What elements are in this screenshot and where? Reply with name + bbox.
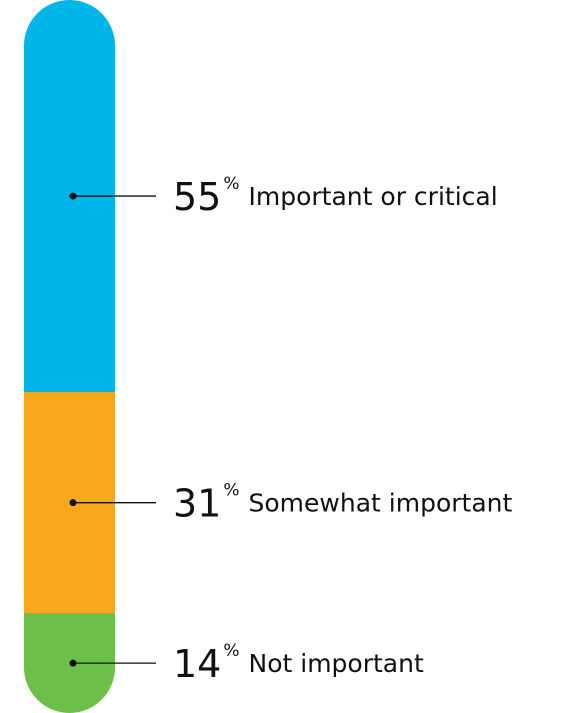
percent-sign-somewhat-important: % [223,481,239,501]
category-label-important-or-critical: Important or critical [249,182,498,211]
value-label-important-or-critical: 55 [173,175,221,219]
percent-sign-important-or-critical: % [223,174,239,194]
annotations: 55% Important or critical 31% Somewhat impo… [69,174,513,686]
value-label-not-important: 14 [173,642,221,686]
stacked-bar [24,0,115,713]
value-label-somewhat-important: 31 [173,482,221,526]
category-label-not-important: Not important [249,649,424,678]
percent-sign-not-important: % [223,641,239,661]
category-label-somewhat-important: Somewhat important [249,489,513,518]
